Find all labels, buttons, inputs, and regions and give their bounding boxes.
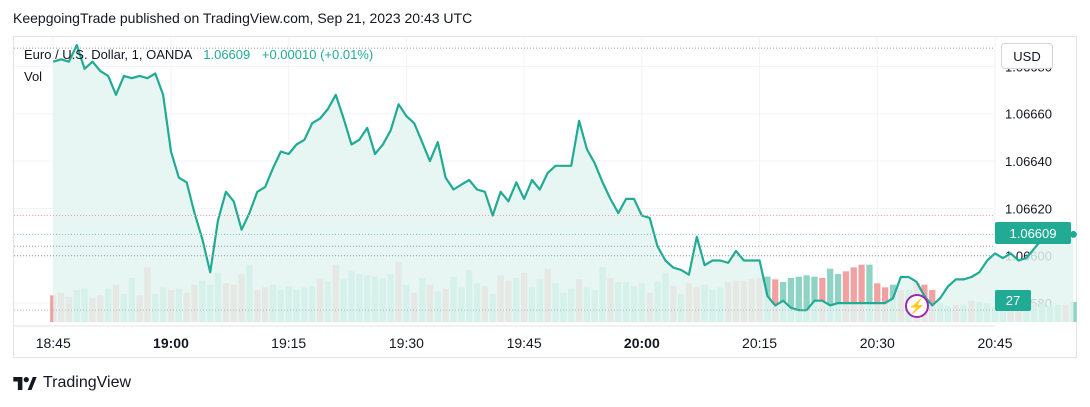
volume-bar — [803, 275, 810, 322]
volume-label[interactable]: Vol — [24, 69, 43, 84]
volume-bar — [850, 267, 857, 322]
volume-bar — [866, 264, 873, 322]
volume-bar — [842, 271, 850, 322]
symbol-title[interactable]: Euro / U.S. Dollar, 1, OANDA — [24, 47, 192, 62]
chart-legend: Euro / U.S. Dollar, 1, OANDA 1.06609 +0.… — [24, 47, 373, 62]
volume-bar — [834, 274, 842, 322]
volume-bar — [772, 279, 779, 322]
volume-bar — [858, 264, 865, 322]
x-tick-label: 19:30 — [389, 335, 424, 351]
price-line — [52, 44, 1075, 312]
price-area-fill — [53, 45, 1074, 322]
footer: TradingView — [13, 374, 131, 392]
x-tick-label: 20:45 — [977, 335, 1012, 351]
y-tick-label: 1.06640 — [1005, 154, 1052, 169]
legend-change: +0.00010 (+0.01%) — [261, 47, 374, 62]
lightning-bolt-icon[interactable]: ⚡ — [905, 294, 929, 318]
publisher-line: KeepgoingTrade published on TradingView.… — [13, 10, 473, 26]
volume-bar — [787, 278, 795, 322]
x-tick-label: 18:45 — [36, 335, 71, 351]
volume-bar — [811, 276, 818, 322]
currency-button[interactable]: USD — [1001, 43, 1053, 69]
volume-bar — [795, 276, 802, 322]
y-tick-label: 1.06620 — [1005, 201, 1052, 216]
y-tick-label: 1.06660 — [1005, 107, 1052, 122]
volume-tag: 27 — [995, 290, 1031, 311]
legend-price: 1.06609 — [203, 47, 251, 62]
x-tick-label: 20:00 — [624, 335, 660, 351]
x-tick-label: 19:15 — [271, 335, 306, 351]
x-tick-label: 20:30 — [860, 335, 895, 351]
x-tick-label: 20:15 — [742, 335, 777, 351]
volume-bar — [827, 268, 834, 322]
chart-frame — [13, 36, 1077, 358]
x-tick-label: 19:00 — [153, 335, 189, 351]
tradingview-logo-icon[interactable] — [13, 376, 37, 390]
x-tick-label: 19:45 — [507, 335, 542, 351]
last-price-tag: 1.06609 — [995, 222, 1071, 244]
footer-brand[interactable]: TradingView — [43, 374, 132, 391]
